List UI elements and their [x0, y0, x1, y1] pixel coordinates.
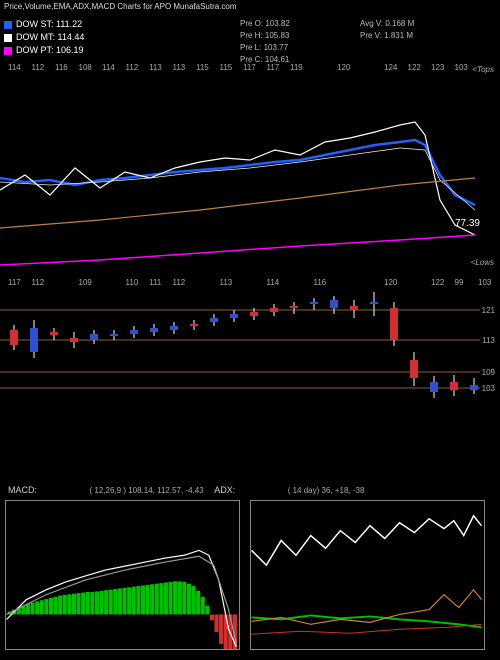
current-low-value: 77.39 [455, 218, 480, 229]
legend-item: DOW MT: 114.44 [4, 31, 84, 44]
adx-params: ( 14 day) 36, +18, -38 [288, 486, 365, 495]
svg-text:116: 116 [314, 278, 327, 287]
svg-text:119: 119 [290, 63, 303, 72]
svg-text:103: 103 [482, 384, 496, 393]
svg-text:112: 112 [32, 278, 45, 287]
macd-label: MACD: ( 12,26,9 ) 108.14, 112.57, -4.43 … [8, 485, 364, 495]
svg-text:112: 112 [126, 63, 139, 72]
tops-axis-tag: <Tops [472, 65, 494, 74]
svg-text:114: 114 [102, 63, 115, 72]
svg-text:122: 122 [408, 63, 422, 72]
svg-text:113: 113 [482, 336, 495, 345]
svg-text:117: 117 [267, 63, 280, 72]
svg-text:117: 117 [8, 278, 21, 287]
svg-text:123: 123 [431, 63, 445, 72]
chart-title: Price,Volume,EMA,ADX,MACD Charts for APO… [4, 2, 237, 11]
svg-text:114: 114 [267, 278, 280, 287]
svg-text:115: 115 [196, 63, 209, 72]
macd-title: MACD: [8, 485, 37, 495]
svg-text:121: 121 [482, 306, 496, 315]
svg-text:103: 103 [478, 278, 492, 287]
svg-text:109: 109 [482, 368, 496, 377]
macd-chart [5, 500, 240, 650]
svg-text:113: 113 [149, 63, 162, 72]
macd-params: ( 12,26,9 ) 108.14, 112.57, -4.43 [90, 486, 204, 495]
svg-text:117: 117 [243, 63, 256, 72]
lows-axis-tag: <Lows [471, 258, 494, 267]
svg-text:109: 109 [79, 278, 93, 287]
svg-text:108: 108 [79, 63, 93, 72]
svg-text:124: 124 [384, 63, 398, 72]
candlestick-chart: 121 113 109 103 [0, 290, 500, 420]
legend-item: DOW PT: 106.19 [4, 44, 84, 57]
adx-title: ADX: [214, 485, 235, 495]
svg-text:99: 99 [455, 278, 464, 287]
volume-info: Avg V: 0.168 MPre V: 1.831 M [360, 18, 414, 42]
svg-text:114: 114 [8, 63, 21, 72]
svg-text:122: 122 [431, 278, 445, 287]
legend-block: DOW ST: 111.22DOW MT: 114.44DOW PT: 106.… [4, 18, 84, 57]
svg-text:113: 113 [173, 63, 186, 72]
svg-text:112: 112 [32, 63, 45, 72]
svg-text:115: 115 [220, 63, 233, 72]
svg-text:111: 111 [149, 278, 162, 287]
svg-text:113: 113 [220, 278, 233, 287]
adx-chart [250, 500, 485, 650]
svg-text:103: 103 [455, 63, 469, 72]
price-ema-chart: 114 117 112 112 116 108 109 114 112 110 113 111 113 1… [0, 60, 500, 290]
ohlc-info: Pre O: 103.82Pre H: 105.83Pre L: 103.77P… [240, 18, 290, 66]
svg-text:120: 120 [384, 278, 398, 287]
svg-text:116: 116 [55, 63, 68, 72]
svg-text:112: 112 [173, 278, 186, 287]
svg-text:120: 120 [337, 63, 351, 72]
svg-text:110: 110 [126, 278, 139, 287]
legend-item: DOW ST: 111.22 [4, 18, 84, 31]
